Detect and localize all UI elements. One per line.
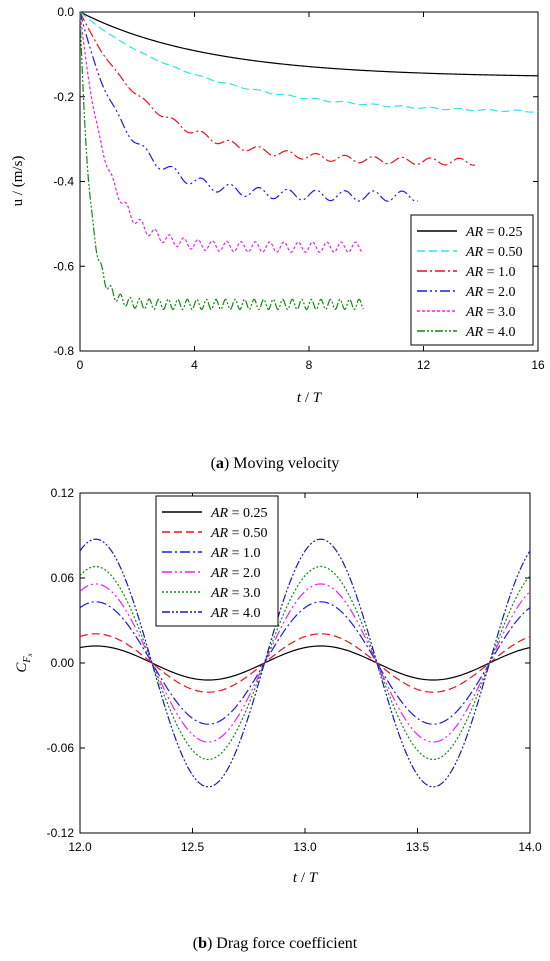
legend-entry: AR = 4.0 [465,325,516,340]
legend-entry: AR = 3.0 [210,586,261,601]
legend-entry: AR = 4.0 [210,606,261,621]
series-line [79,633,531,693]
x-tick-label: 4 [191,358,198,372]
panel-b: 12.0 12.5 13.0 13.5 14.0 0.12 0.06 0.00 -0.06 -0… [14,486,542,952]
legend-entry: AR = 1.0 [465,265,516,280]
panel-a-legend: AR = 0.25 AR = 0.50 AR = 1.0 AR = 2.0 AR = 3… [410,214,534,346]
legend-entry: AR = 0.25 [465,225,523,240]
panel-b-x-ticks: 12.0 12.5 13.0 13.5 14.0 [68,493,542,854]
panel-b-caption: (b) Drag force coefficient [193,935,358,952]
panel-b-legend: AR = 0.25 AR = 0.50 AR = 1.0 AR = 2.0 AR = 3… [155,495,279,627]
panel-a: 0 4 8 12 16 0.0 -0.2 -0.4 -0.6 -0.8 u / (m/s) t … [10,5,545,472]
y-tick-label: 0.06 [51,571,75,585]
y-tick-label: 0.12 [51,486,75,500]
y-tick-label: 0.00 [51,656,75,670]
legend-entry: AR = 1.0 [210,546,261,561]
x-tick-label: 14.0 [518,840,542,854]
series-line [79,645,531,681]
x-tick-label: 13.0 [293,840,317,854]
y-tick-label: 0.0 [57,5,74,19]
panel-b-y-ticks: 0.12 0.06 0.00 -0.06 -0.12 [47,486,530,840]
series-line [79,538,531,788]
y-tick-label: -0.06 [47,741,75,755]
panel-a-x-axis-label: t / T [297,390,323,406]
legend-entry: AR = 3.0 [465,305,516,320]
panel-a-caption: (a) Moving velocity [211,455,340,472]
panel-a-y-ticks: 0.0 -0.2 -0.4 -0.6 -0.8 [53,5,538,358]
legend-entry: AR = 2.0 [210,566,261,581]
series-line [79,601,531,725]
panel-a-y-axis-label: u / (m/s) [10,156,26,207]
x-tick-label: 12.0 [68,840,92,854]
y-tick-label: -0.12 [47,826,75,840]
x-tick-label: 13.5 [406,840,430,854]
panel-b-series-lines [79,538,531,788]
y-tick-label: -0.4 [53,175,74,189]
legend-entry: AR = 2.0 [465,285,516,300]
x-tick-label: 12 [417,358,431,372]
panel-b-y-axis-label: CFx [14,652,34,672]
y-tick-label: -0.6 [53,259,74,273]
panel-b-x-axis-label: t / T [293,870,319,886]
series-line [79,11,418,202]
series-line [79,11,539,77]
series-line [79,11,364,311]
panel-b-legend-box [155,495,279,627]
x-tick-label: 12.5 [181,840,205,854]
panel-a-series-lines [79,11,539,311]
x-tick-label: 0 [77,358,84,372]
panel-b-plot-frame [79,492,531,834]
series-line [79,11,539,113]
y-tick-label: -0.2 [53,90,74,104]
y-tick-label: -0.8 [53,344,74,358]
legend-entry: AR = 0.50 [465,245,523,260]
x-tick-label: 8 [306,358,313,372]
x-tick-label: 16 [531,358,545,372]
legend-entry: AR = 0.25 [210,506,268,521]
legend-entry: AR = 0.50 [210,526,268,541]
panel-a-x-ticks: 0 4 8 12 16 [77,12,545,372]
series-line [79,583,531,743]
series-line [79,11,476,166]
series-line [79,11,364,253]
series-line [79,565,531,761]
panel-a-legend-box [410,214,534,346]
